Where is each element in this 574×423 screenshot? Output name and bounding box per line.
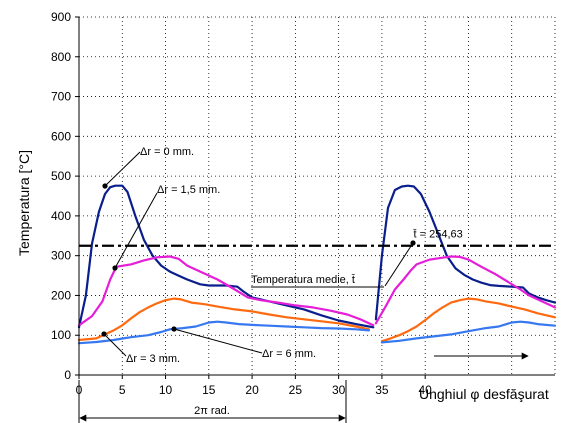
gridlines [79, 16, 556, 375]
series-3-line-1 [77, 297, 370, 342]
y-axis-title: Temperatura [°C] [16, 150, 32, 256]
x-tick-label-10: 10 [159, 383, 173, 397]
series-2-line-2 [374, 255, 557, 325]
y-tick-label-0: 0 [64, 368, 71, 382]
y-tick-label-400: 400 [51, 209, 71, 223]
x-axis-title: Unghiul φ desfăşurat [419, 386, 549, 402]
x-tick-label-40: 40 [419, 383, 433, 397]
period-label: 2π rad. [194, 405, 230, 417]
series-3-line-2 [380, 297, 557, 343]
annotation-dr15: Δr = 1,5 mm. [112, 184, 220, 271]
y-tick-label-800: 800 [51, 50, 71, 64]
x-tick-label-20: 20 [245, 383, 259, 397]
svg-text:Δr = 0 mm.: Δr = 0 mm. [140, 146, 194, 158]
annotation-dr6: Δr = 6 mm. [171, 326, 316, 360]
series-1-line-1 [77, 184, 375, 329]
y-tick-label-200: 200 [51, 288, 71, 302]
x-tick-label-15: 15 [202, 383, 216, 397]
x-tick-label-25: 25 [289, 383, 303, 397]
y-tick-label-500: 500 [51, 169, 71, 183]
y-tick-label-100: 100 [51, 328, 71, 342]
svg-text:Δr = 1,5 mm.: Δr = 1,5 mm. [157, 184, 220, 196]
annotation-dr3: Δr = 3 mm. [101, 331, 180, 365]
series-4-line-2 [380, 320, 557, 344]
svg-text:Δr = 3 mm.: Δr = 3 mm. [126, 353, 180, 365]
y-tick-label-900: 900 [51, 10, 71, 24]
series-4-line-1 [77, 320, 370, 345]
series-1-line-2 [374, 184, 557, 321]
tick-labels: 0100200300400500600700800900051015202530… [51, 10, 432, 397]
series-4 [77, 320, 557, 345]
annotation-dr0: Δr = 0 mm. [102, 146, 194, 189]
mean-value-label: t̄ = 254,63 [413, 228, 463, 240]
x-tick-label-30: 30 [332, 383, 346, 397]
y-tick-label-600: 600 [51, 129, 71, 143]
svg-text:Temperatura medie, t̄: Temperatura medie, t̄ [251, 274, 355, 286]
series-layer [77, 184, 557, 345]
series-3 [77, 297, 557, 343]
annotation-mean-temperature: Temperatura medie, t̄ [251, 240, 416, 288]
svg-text:Δr = 6 mm.: Δr = 6 mm. [262, 348, 316, 360]
series-1 [77, 184, 557, 329]
y-tick-label-700: 700 [51, 90, 71, 104]
y-tick-label-300: 300 [51, 249, 71, 263]
x-tick-label-5: 5 [119, 383, 126, 397]
plot-area-background [79, 17, 555, 375]
tick-marks [75, 16, 426, 379]
x-tick-label-35: 35 [375, 383, 389, 397]
